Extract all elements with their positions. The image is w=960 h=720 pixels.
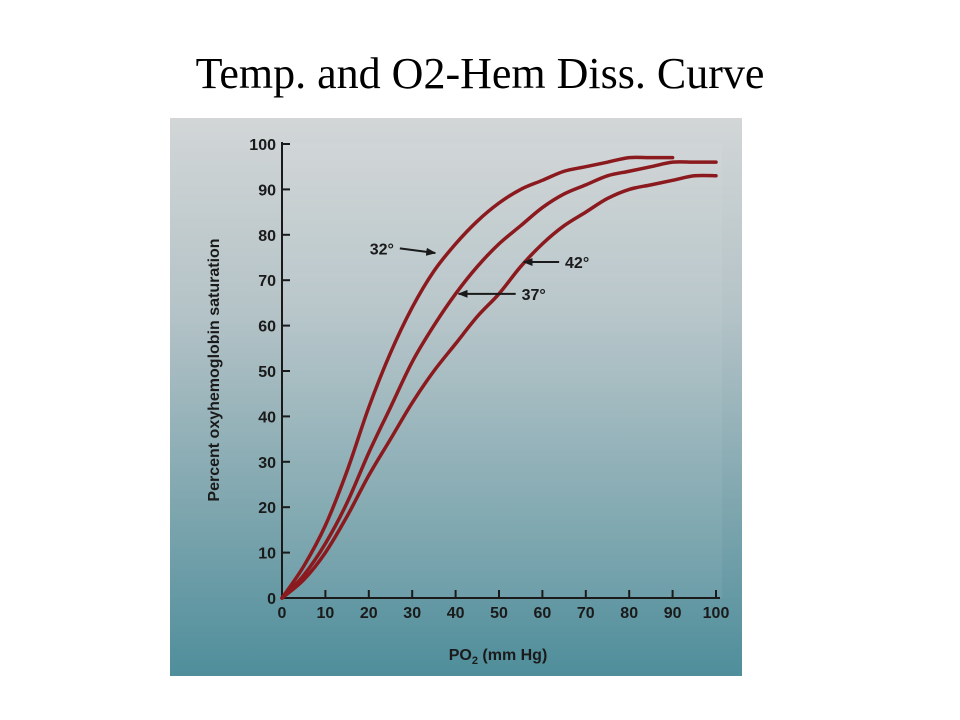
- x-axis-title: PO2 (mm Hg): [449, 647, 548, 667]
- y-tick-label: 100: [249, 137, 276, 154]
- y-tick-label: 80: [258, 228, 276, 245]
- x-tick-label: 50: [490, 605, 508, 622]
- y-tick-label: 10: [258, 546, 276, 563]
- y-axis-title: Percent oxyhemoglobin saturation: [206, 238, 223, 501]
- x-tick-label: 80: [620, 605, 638, 622]
- y-tick-label: 60: [258, 319, 276, 336]
- x-tick-label: 40: [447, 605, 465, 622]
- y-tick-label: 20: [258, 500, 276, 517]
- annotation-label-37: 37°: [522, 287, 546, 304]
- y-tick-label: 30: [258, 455, 276, 472]
- plot-area-background: [282, 143, 722, 598]
- plot-layer: 0 10 20 30 40 50 60 70 80 90 100 0 10 20 30 40 50 60 70 80 9…: [249, 137, 729, 622]
- chart-figure: 0 10 20 30 40 50 60 70 80 90 100 0 10 20 30 40 50 60 70 80 9…: [170, 118, 742, 676]
- x-tick-label: 90: [664, 605, 682, 622]
- x-axis-title-units: (mm Hg): [478, 647, 547, 664]
- annotation-label-32: 32°: [370, 241, 394, 258]
- slide-title: Temp. and O2-Hem Diss. Curve: [195, 49, 765, 98]
- x-tick-label: 10: [317, 605, 335, 622]
- x-tick-label: 30: [403, 605, 421, 622]
- y-tick-label: 50: [258, 364, 276, 381]
- y-tick-label: 70: [258, 273, 276, 290]
- y-tick-label: 0: [267, 591, 276, 608]
- y-tick-label: 90: [258, 182, 276, 199]
- x-tick-label: 100: [703, 605, 730, 622]
- x-axis-title-main: PO: [449, 647, 472, 664]
- chart-panel-background: [170, 118, 742, 676]
- series-line-37: [280, 160, 718, 600]
- y-tick-label: 40: [258, 409, 276, 426]
- x-axis-title-subscript: 2: [472, 655, 478, 667]
- x-tick-label: 70: [577, 605, 595, 622]
- annotation-layer: 32° 37° 42°: [370, 241, 590, 303]
- x-tick-label: 0: [278, 605, 287, 622]
- x-tick-label: 60: [534, 605, 552, 622]
- series-line-32: [280, 155, 675, 600]
- annotation-arrow-32: [399, 247, 437, 256]
- x-tick-label: 20: [360, 605, 378, 622]
- annotation-label-42: 42°: [565, 255, 589, 272]
